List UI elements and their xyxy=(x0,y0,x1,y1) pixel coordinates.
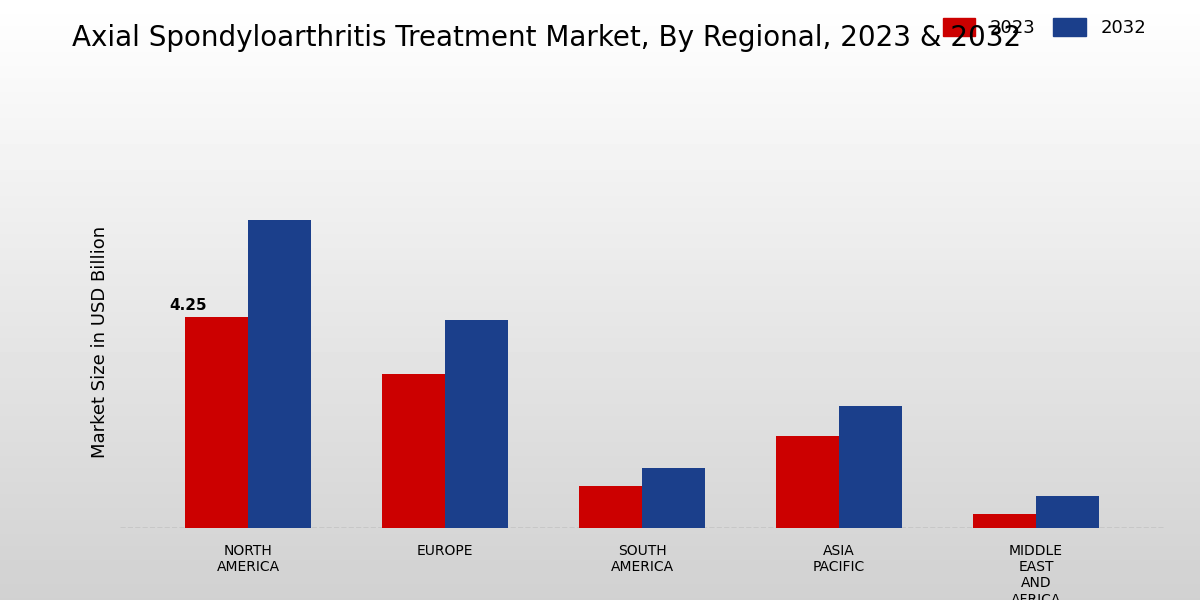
Bar xyxy=(578,486,642,528)
Bar xyxy=(185,317,248,528)
Text: Axial Spondyloarthritis Treatment Market, By Regional, 2023 & 2032: Axial Spondyloarthritis Treatment Market… xyxy=(72,24,1021,52)
Bar xyxy=(973,514,1036,528)
Bar xyxy=(445,320,508,528)
Bar xyxy=(1036,496,1099,528)
Legend: 2023, 2032: 2023, 2032 xyxy=(934,9,1154,46)
Bar xyxy=(776,436,839,528)
Y-axis label: Market Size in USD Billion: Market Size in USD Billion xyxy=(91,226,109,458)
Bar xyxy=(382,374,445,528)
Bar xyxy=(248,220,311,528)
Bar xyxy=(642,469,706,528)
Text: 4.25: 4.25 xyxy=(169,298,206,313)
Bar xyxy=(839,406,902,528)
